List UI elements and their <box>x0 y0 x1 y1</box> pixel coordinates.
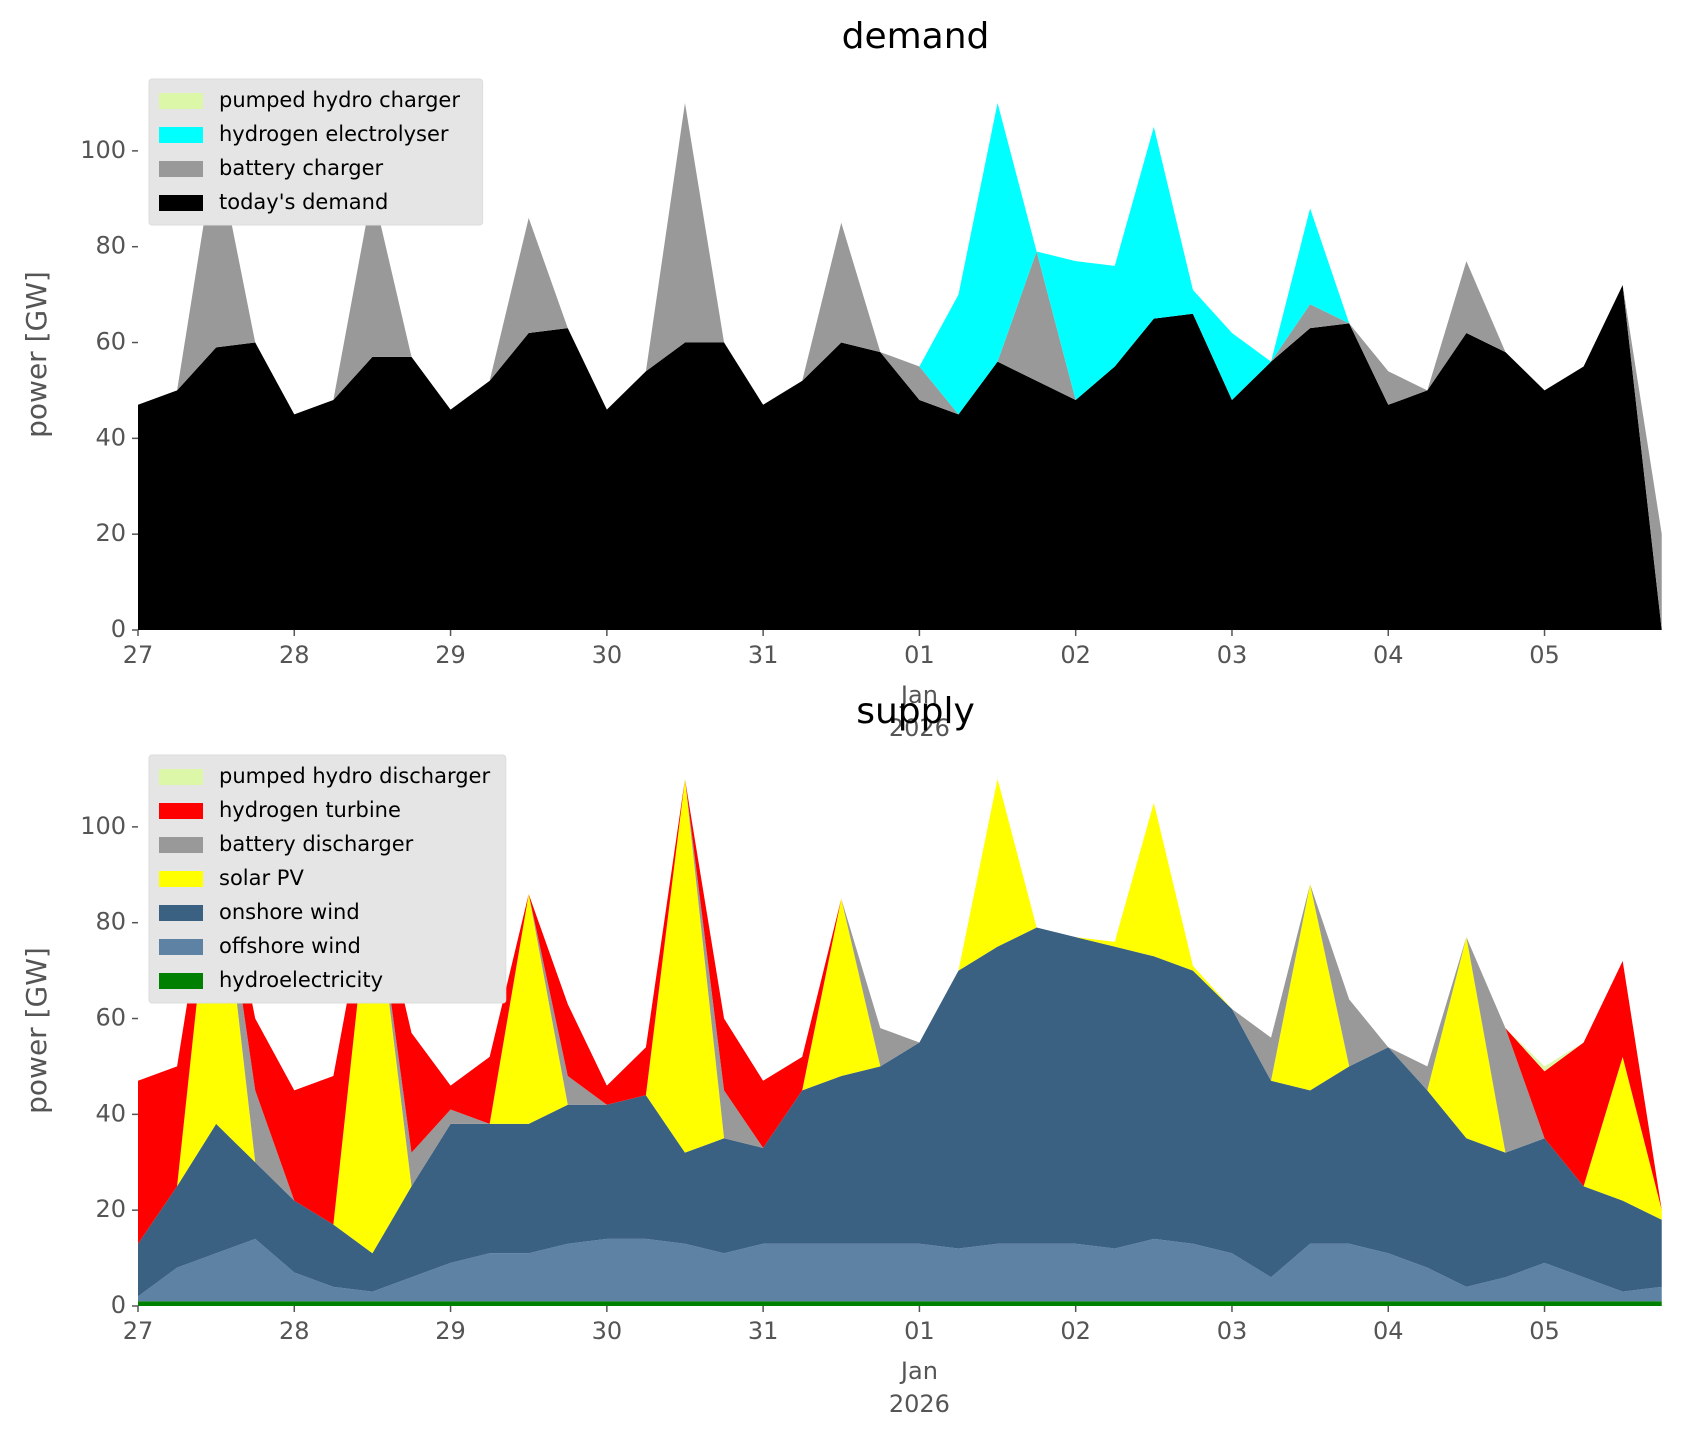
x-tick-label: 01 <box>904 1317 935 1345</box>
y-tick-label: 100 <box>80 812 126 840</box>
legend-swatch <box>159 905 203 921</box>
legend-swatch <box>159 871 203 887</box>
y-axis-label: power [GW] <box>20 271 53 438</box>
legend-label: hydrogen turbine <box>219 798 401 822</box>
legend-swatch <box>159 973 203 989</box>
legend: pumped hydro discharger hydrogen turbine b… <box>148 754 507 1004</box>
x-sublabel: 2026 <box>889 714 950 742</box>
x-tick-label: 01 <box>904 641 935 669</box>
y-axis-label: power [GW] <box>20 947 53 1114</box>
y-tick-label: 60 <box>95 328 126 356</box>
x-tick-label: 02 <box>1060 1317 1091 1345</box>
x-tick-label: 28 <box>279 1317 310 1345</box>
y-tick-label: 80 <box>95 908 126 936</box>
legend-swatch <box>159 127 203 143</box>
x-sublabel: Jan <box>899 1357 938 1385</box>
y-tick-label: 80 <box>95 232 126 260</box>
legend-label: today's demand <box>219 190 388 214</box>
legend-swatch <box>159 161 203 177</box>
legend-swatch <box>159 837 203 853</box>
x-tick-label: 04 <box>1373 641 1404 669</box>
area <box>138 1238 1662 1302</box>
area <box>138 927 1662 1297</box>
y-tick-label: 20 <box>95 1195 126 1223</box>
legend-label: hydroelectricity <box>219 968 383 992</box>
chart-title: demand <box>842 16 990 57</box>
legend-swatch <box>159 195 203 211</box>
y-tick-label: 0 <box>111 615 126 643</box>
legend-box <box>148 754 507 1004</box>
x-tick-label: 30 <box>592 641 623 669</box>
legend-label: onshore wind <box>219 900 360 924</box>
legend-swatch <box>159 769 203 785</box>
x-tick-label: 27 <box>123 641 154 669</box>
y-tick-label: 0 <box>111 1291 126 1319</box>
legend-label: solar PV <box>219 866 304 890</box>
x-tick-label: 03 <box>1217 1317 1248 1345</box>
legend-label: pumped hydro discharger <box>219 764 490 788</box>
x-tick-label: 05 <box>1529 1317 1560 1345</box>
x-sublabel: Jan <box>899 681 938 709</box>
legend-label: battery discharger <box>219 832 414 856</box>
x-tick-label: 30 <box>592 1317 623 1345</box>
x-tick-label: 03 <box>1217 641 1248 669</box>
x-tick-label: 28 <box>279 641 310 669</box>
y-tick-label: 40 <box>95 423 126 451</box>
area <box>138 285 1662 630</box>
x-tick-label: 27 <box>123 1317 154 1345</box>
y-tick-label: 40 <box>95 1099 126 1127</box>
legend-label: offshore wind <box>219 934 361 958</box>
x-tick-label: 02 <box>1060 641 1091 669</box>
y-tick-label: 100 <box>80 136 126 164</box>
legend-swatch <box>159 939 203 955</box>
y-tick-label: 20 <box>95 519 126 547</box>
chart-title: supply <box>856 691 975 732</box>
x-tick-label: 04 <box>1373 1317 1404 1345</box>
legend-swatch <box>159 93 203 109</box>
y-tick-label: 60 <box>95 1004 126 1032</box>
legend-label: pumped hydro charger <box>219 88 460 112</box>
area <box>138 778 1662 1244</box>
legend: pumped hydro charger hydrogen electrolyse… <box>148 78 484 226</box>
x-tick-label: 31 <box>748 641 779 669</box>
area <box>138 1301 1662 1306</box>
x-tick-label: 29 <box>435 641 466 669</box>
area <box>138 102 1662 630</box>
x-tick-label: 29 <box>435 1317 466 1345</box>
legend-label: battery charger <box>219 156 384 180</box>
legend-swatch <box>159 803 203 819</box>
x-tick-label: 05 <box>1529 641 1560 669</box>
x-sublabel: 2026 <box>889 1390 950 1418</box>
legend-box <box>148 78 484 226</box>
legend-label: hydrogen electrolyser <box>219 122 449 146</box>
x-tick-label: 31 <box>748 1317 779 1345</box>
